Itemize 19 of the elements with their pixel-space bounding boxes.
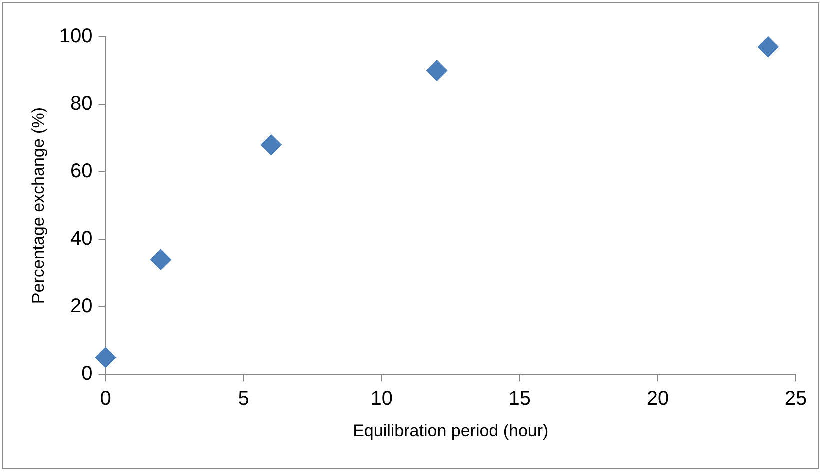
x-tick-label: 20 (646, 388, 670, 410)
x-tick-label: 10 (370, 388, 393, 410)
x-tick-label: 15 (508, 388, 532, 410)
y-tick-label: 0 (82, 363, 93, 386)
y-axis-title: Percentage exchange (%) (28, 108, 48, 304)
x-tick-label: 25 (784, 388, 808, 410)
x-tick-label: 5 (238, 388, 250, 410)
point (260, 134, 282, 156)
point (95, 347, 116, 368)
point (758, 36, 779, 58)
x-tick-label: 0 (100, 388, 112, 410)
y-tick-label: 100 (59, 26, 93, 48)
y-tick-label: 40 (70, 228, 93, 250)
point (426, 60, 448, 82)
point (150, 249, 172, 270)
y-tick-label: 80 (70, 93, 93, 116)
x-axis-title: Equilibration period (hour) (353, 421, 549, 440)
y-tick-label: 20 (70, 296, 93, 318)
y-tick-label: 60 (70, 160, 93, 183)
